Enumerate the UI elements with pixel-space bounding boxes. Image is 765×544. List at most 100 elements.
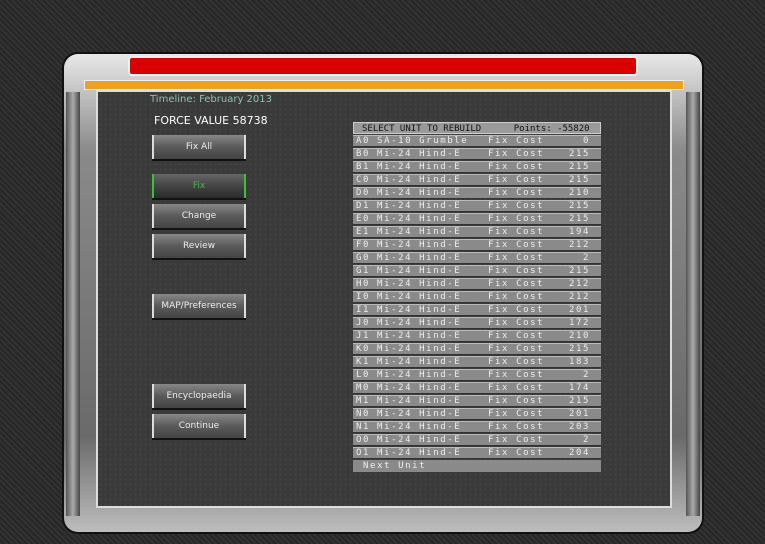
list-header: SELECT UNIT TO REBUILD Points: -55820 [353,122,601,134]
fix-cost-value: 203 [568,422,590,432]
fix-all-button[interactable]: Fix All [152,135,246,159]
unit-row[interactable]: B1 Mi-24 Hind-E Fix Cost 215 [353,161,601,173]
fix-cost-value: 210 [568,331,590,341]
fix-cost-label: Fix Cost [488,188,545,198]
fix-cost-label: Fix Cost [488,409,545,419]
force-value: FORCE VALUE 58738 [154,114,268,127]
list-title: SELECT UNIT TO REBUILD [362,124,482,134]
unit-row[interactable]: E0 Mi-24 Hind-E Fix Cost 215 [353,213,601,225]
unit-row[interactable]: I0 Mi-24 Hind-E Fix Cost 212 [353,291,601,303]
fix-cost-label: Fix Cost [488,318,545,328]
fix-cost-value: 210 [568,188,590,198]
unit-list: SELECT UNIT TO REBUILD Points: -55820 A0… [353,122,601,472]
unit-row[interactable]: D1 Mi-24 Hind-E Fix Cost 215 [353,200,601,212]
unit-name: B1 Mi-24 Hind-E [356,162,462,172]
fix-cost-value: 215 [568,149,590,159]
unit-row[interactable]: A0 SA-10 Grumble Fix Cost 0 [353,135,601,147]
unit-row[interactable]: M0 Mi-24 Hind-E Fix Cost 174 [353,382,601,394]
fix-cost-value: 0 [582,136,590,146]
unit-row[interactable]: G1 Mi-24 Hind-E Fix Cost 215 [353,265,601,277]
unit-row[interactable]: L0 Mi-24 Hind-E Fix Cost 2 [353,369,601,381]
unit-row[interactable]: K0 Mi-24 Hind-E Fix Cost 215 [353,343,601,355]
unit-name: D0 Mi-24 Hind-E [356,188,462,198]
continue-button[interactable]: Continue [152,414,246,438]
unit-name: J0 Mi-24 Hind-E [356,318,462,328]
fix-cost-label: Fix Cost [488,266,545,276]
fix-cost-label: Fix Cost [488,279,545,289]
fix-cost-value: 212 [568,240,590,250]
unit-row[interactable]: I1 Mi-24 Hind-E Fix Cost 201 [353,304,601,316]
fix-cost-value: 2 [582,253,590,263]
unit-row[interactable]: J1 Mi-24 Hind-E Fix Cost 210 [353,330,601,342]
fix-cost-value: 204 [568,448,590,458]
unit-row[interactable]: K1 Mi-24 Hind-E Fix Cost 183 [353,356,601,368]
fix-cost-label: Fix Cost [488,227,545,237]
fix-cost-value: 212 [568,279,590,289]
fix-cost-label: Fix Cost [488,370,545,380]
fix-cost-value: 201 [568,409,590,419]
unit-row[interactable]: O0 Mi-24 Hind-E Fix Cost 2 [353,434,601,446]
unit-row[interactable]: N1 Mi-24 Hind-E Fix Cost 203 [353,421,601,433]
review-button[interactable]: Review [152,234,246,258]
unit-row[interactable]: O1 Mi-24 Hind-E Fix Cost 204 [353,447,601,459]
unit-name: M0 Mi-24 Hind-E [356,383,462,393]
change-button[interactable]: Change [152,204,246,228]
fix-cost-label: Fix Cost [488,253,545,263]
fix-cost-label: Fix Cost [488,331,545,341]
unit-name: J1 Mi-24 Hind-E [356,331,462,341]
unit-row[interactable]: N0 Mi-24 Hind-E Fix Cost 201 [353,408,601,420]
unit-name: K0 Mi-24 Hind-E [356,344,462,354]
fix-cost-label: Fix Cost [488,136,545,146]
unit-name: I1 Mi-24 Hind-E [356,305,462,315]
fix-cost-label: Fix Cost [488,214,545,224]
unit-row[interactable]: G0 Mi-24 Hind-E Fix Cost 2 [353,252,601,264]
unit-row[interactable]: C0 Mi-24 Hind-E Fix Cost 215 [353,174,601,186]
unit-name: B0 Mi-24 Hind-E [356,149,462,159]
unit-row[interactable]: J0 Mi-24 Hind-E Fix Cost 172 [353,317,601,329]
accent-bar [84,80,684,90]
fix-cost-value: 2 [582,370,590,380]
title-bar [128,56,638,76]
unit-name: C0 Mi-24 Hind-E [356,175,462,185]
fix-cost-value: 215 [568,214,590,224]
fix-cost-label: Fix Cost [488,201,545,211]
unit-name: G1 Mi-24 Hind-E [356,266,462,276]
unit-name: O1 Mi-24 Hind-E [356,448,462,458]
unit-row[interactable]: B0 Mi-24 Hind-E Fix Cost 215 [353,148,601,160]
fix-cost-label: Fix Cost [488,292,545,302]
fix-cost-value: 174 [568,383,590,393]
unit-name: N0 Mi-24 Hind-E [356,409,462,419]
unit-name: L0 Mi-24 Hind-E [356,370,462,380]
unit-row[interactable]: D0 Mi-24 Hind-E Fix Cost 210 [353,187,601,199]
encyclopaedia-button[interactable]: Encyclopaedia [152,384,246,408]
unit-name: N1 Mi-24 Hind-E [356,422,462,432]
unit-row[interactable]: H0 Mi-24 Hind-E Fix Cost 212 [353,278,601,290]
fix-cost-label: Fix Cost [488,305,545,315]
fix-cost-label: Fix Cost [488,435,545,445]
fix-cost-label: Fix Cost [488,240,545,250]
unit-name: K1 Mi-24 Hind-E [356,357,462,367]
fix-cost-label: Fix Cost [488,344,545,354]
unit-row[interactable]: E1 Mi-24 Hind-E Fix Cost 194 [353,226,601,238]
timeline-label: Timeline: February 2013 [150,94,273,105]
right-pillar [686,92,700,516]
fix-cost-value: 215 [568,396,590,406]
fix-button[interactable]: Fix [152,174,246,198]
next-unit-button[interactable]: Next Unit [353,460,601,472]
fix-cost-label: Fix Cost [488,422,545,432]
unit-name: O0 Mi-24 Hind-E [356,435,462,445]
unit-name: E1 Mi-24 Hind-E [356,227,462,237]
left-pillar [66,92,80,516]
fix-cost-label: Fix Cost [488,149,545,159]
unit-name: E0 Mi-24 Hind-E [356,214,462,224]
unit-name: G0 Mi-24 Hind-E [356,253,462,263]
unit-name: H0 Mi-24 Hind-E [356,279,462,289]
fix-cost-label: Fix Cost [488,175,545,185]
fix-cost-label: Fix Cost [488,383,545,393]
unit-row[interactable]: F0 Mi-24 Hind-E Fix Cost 212 [353,239,601,251]
map-preferences-button[interactable]: MAP/Preferences [152,294,246,318]
fix-cost-value: 183 [568,357,590,367]
unit-name: F0 Mi-24 Hind-E [356,240,462,250]
unit-row[interactable]: M1 Mi-24 Hind-E Fix Cost 215 [353,395,601,407]
fix-cost-label: Fix Cost [488,357,545,367]
